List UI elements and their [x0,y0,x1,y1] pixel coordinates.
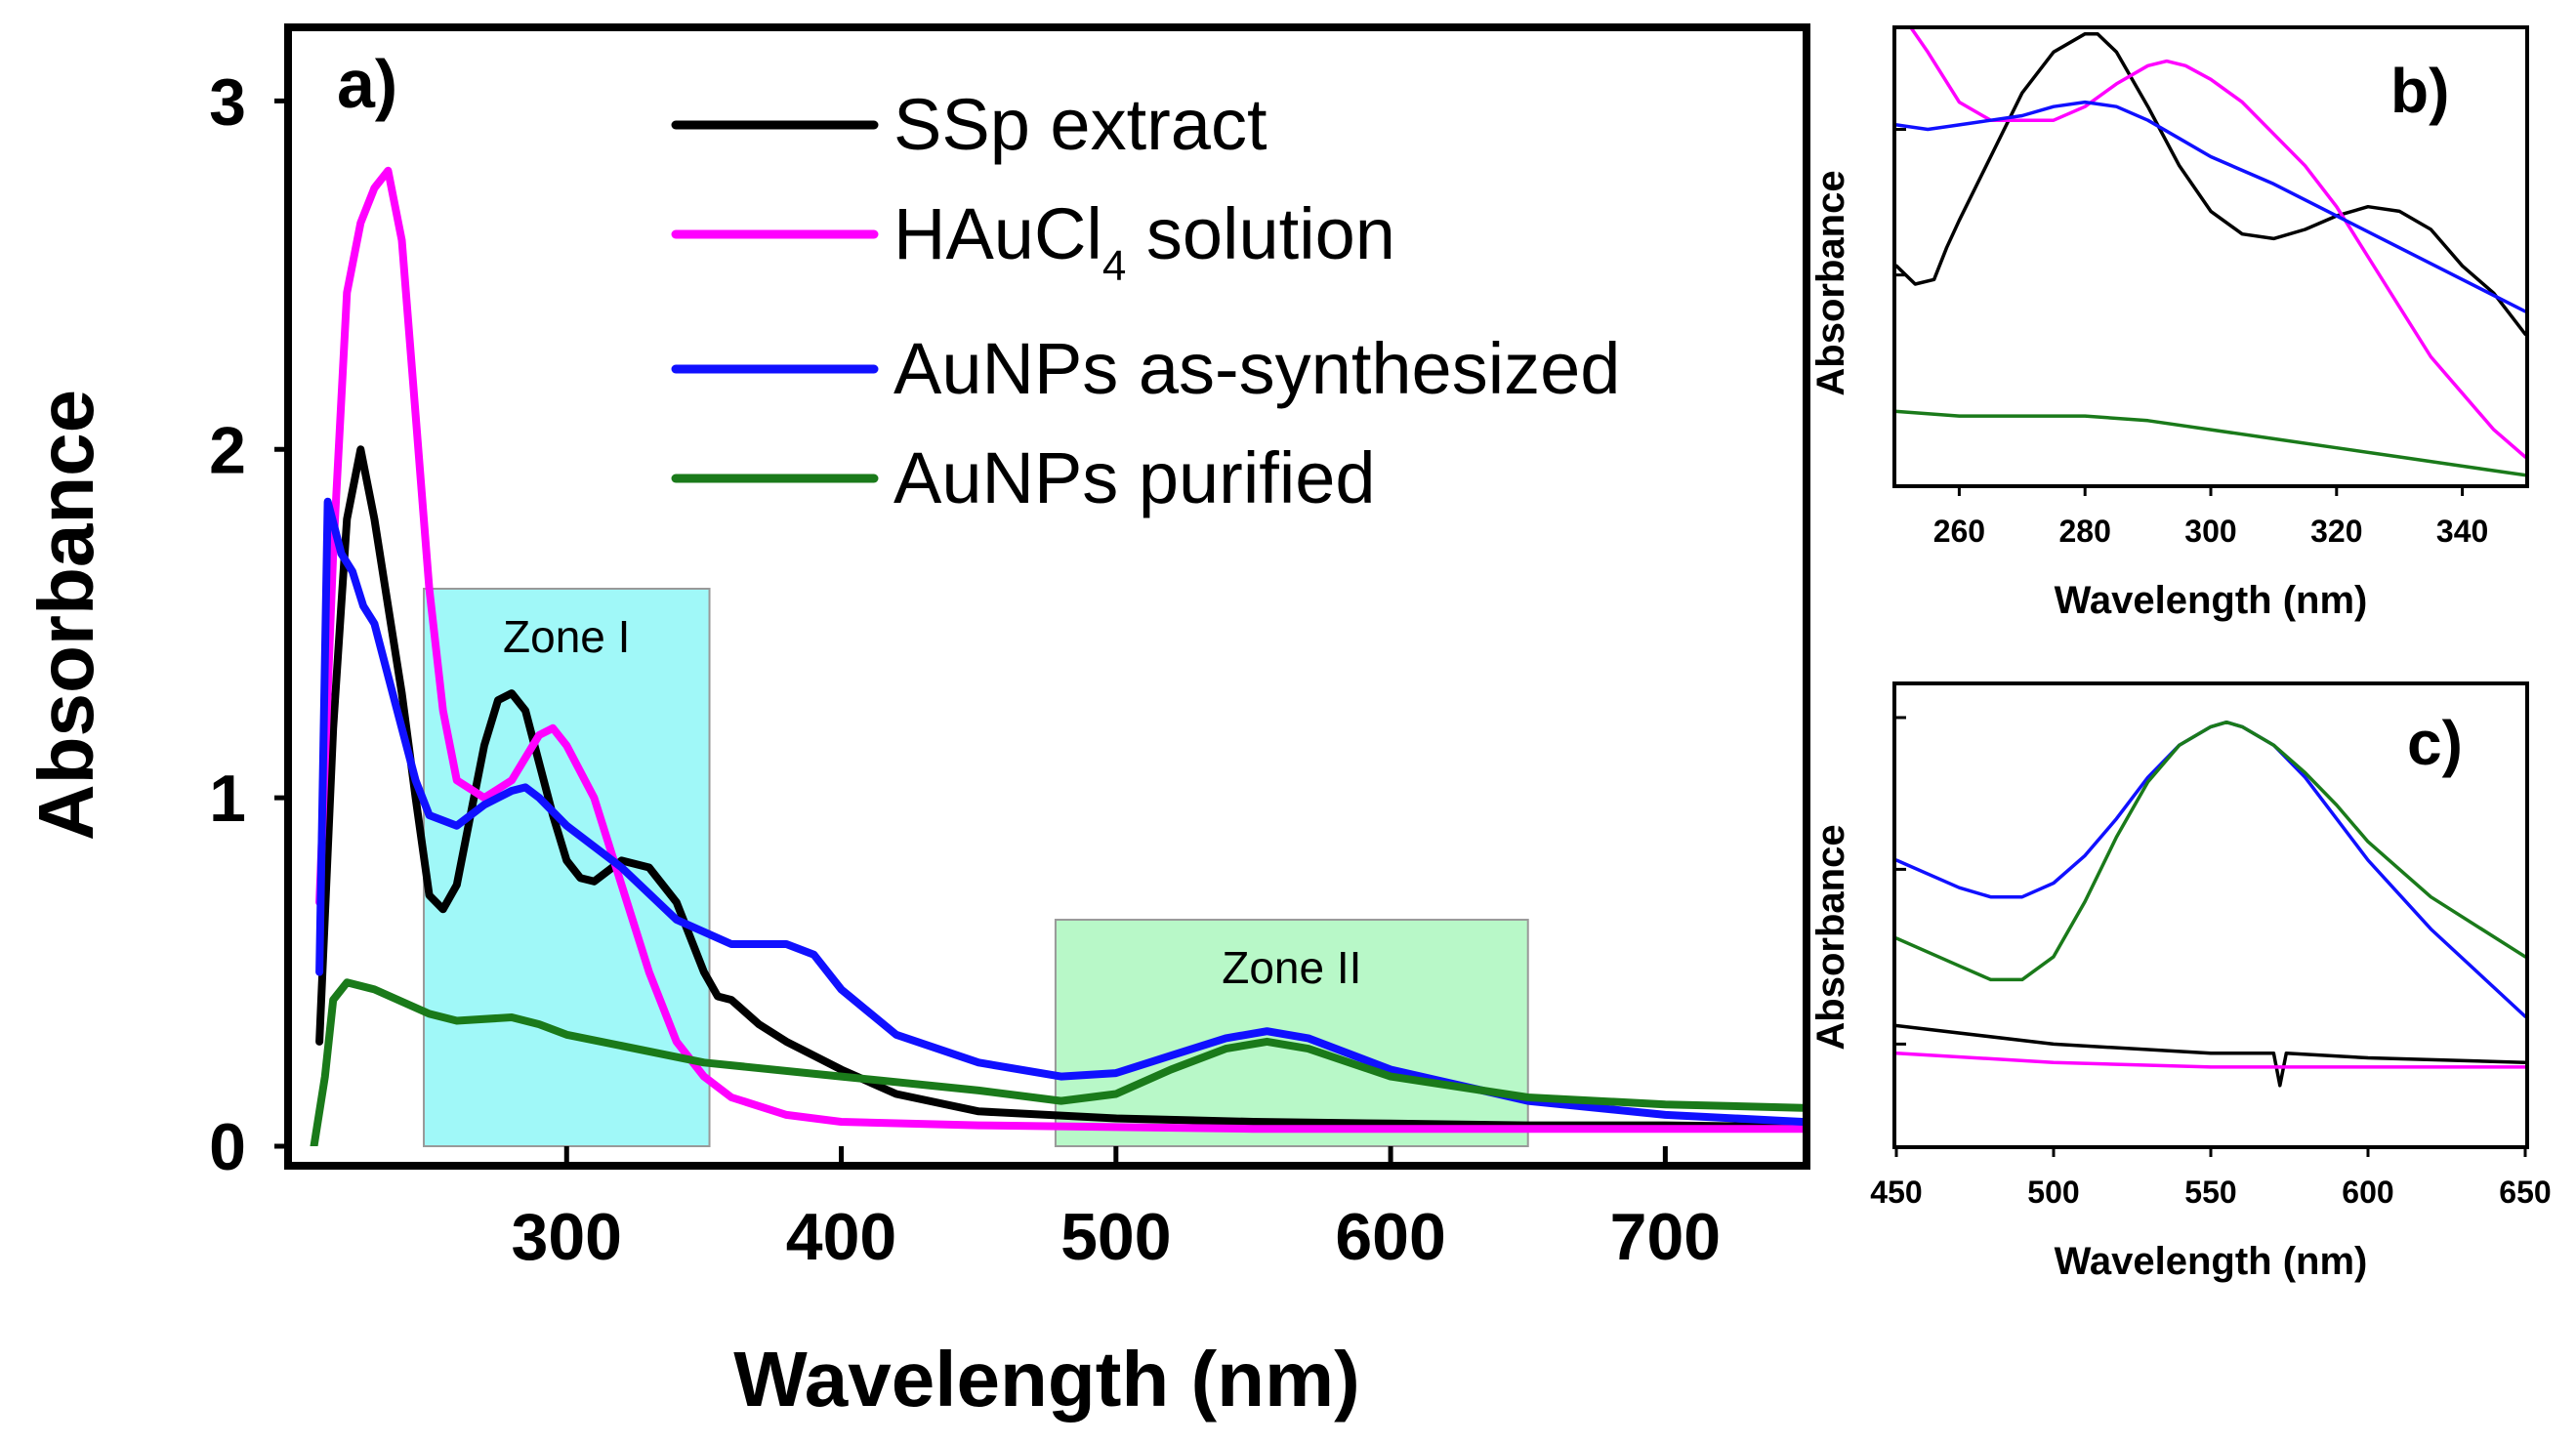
panel-c: 450 500 550 600 650 c) Wavelength (nm) Absor… [1809,681,2552,1283]
y-axis-label: Absorbance [22,390,109,841]
zone-2-label: Zone II [1222,942,1361,993]
panel-a: Zone I Zone II 300 400 500 600 700 0 1 2 3 a) SSp… [22,23,1810,1423]
y-tick-label: 0 [209,1110,246,1184]
series-line-haucl4-solution [1909,29,2525,459]
axis-ticks: 300 400 500 600 700 0 1 2 3 [209,64,1721,1274]
x-tick-label: 300 [2184,514,2236,549]
x-tick-label: 280 [2059,514,2111,549]
y-tick-label: 2 [209,413,246,487]
legend-entry-label: AuNPs as-synthesized [893,328,1620,409]
legend-entry-label: SSp extract [893,84,1267,165]
x-tick-label: 500 [1060,1200,1171,1274]
y-axis-label: Absorbance [1809,824,1852,1050]
legend-entry-label: AuNPs purified [893,437,1376,518]
zones-layer: Zone I Zone II [423,588,1529,1147]
axis-ticks: 260 280 300 320 340 [1896,128,2488,549]
legend: SSp extract HAuCl4 solution AuNPs as-synth… [671,84,1620,518]
series-lines [1896,720,2525,1088]
series-line-aunps-purified [310,978,1803,1146]
series-line-ssp-extract [1896,31,2525,336]
series-lines [310,166,1803,1146]
series-line-aunps-purified [1896,720,2525,982]
x-tick-label: 300 [512,1200,622,1274]
series-line-aunps-as-synthesized [1896,100,2525,313]
x-tick-label: 700 [1610,1200,1721,1274]
x-tick-label: 550 [2184,1175,2236,1210]
x-tick-label: 260 [1933,514,1985,549]
legend-entry-label: HAuCl4 solution [893,193,1395,290]
y-tick-label: 1 [209,762,246,836]
zone-1-region [423,588,711,1147]
series-line-aunps-purified [1896,409,2525,477]
series-line-haucl4-solution [1896,1052,2525,1069]
series-line-aunps-as-synthesized [315,497,1803,1126]
x-tick-label: 650 [2499,1175,2551,1210]
series-lines [1896,29,2525,477]
y-tick-label: 3 [209,64,246,139]
zone-1-label: Zone I [503,611,630,662]
series-line-haucl4-solution [315,166,1803,1134]
x-axis-label: Wavelength (nm) [2055,579,2368,622]
plot-frame [284,23,1810,1170]
axis-ticks: 450 500 550 600 650 [1870,716,2552,1210]
x-tick-label: 600 [1335,1200,1445,1274]
x-tick-label: 340 [2436,514,2488,549]
x-tick-label: 600 [2342,1175,2393,1210]
x-tick-label: 320 [2310,514,2362,549]
series-line-ssp-extract [1896,1023,2525,1088]
y-axis-label: Absorbance [1809,170,1852,395]
x-axis-label: Wavelength (nm) [733,1336,1359,1423]
x-tick-label: 500 [2027,1175,2079,1210]
panel-label: c) [2407,708,2463,778]
panel-b: 260 280 300 320 340 b) Wavelength (nm) Absor… [1809,25,2529,622]
x-tick-label: 400 [786,1200,896,1274]
x-tick-label: 450 [1870,1175,1922,1210]
panel-label: b) [2390,56,2449,126]
x-axis-label: Wavelength (nm) [2055,1240,2368,1283]
panel-label: a) [337,46,397,122]
series-line-ssp-extract [315,445,1803,1132]
